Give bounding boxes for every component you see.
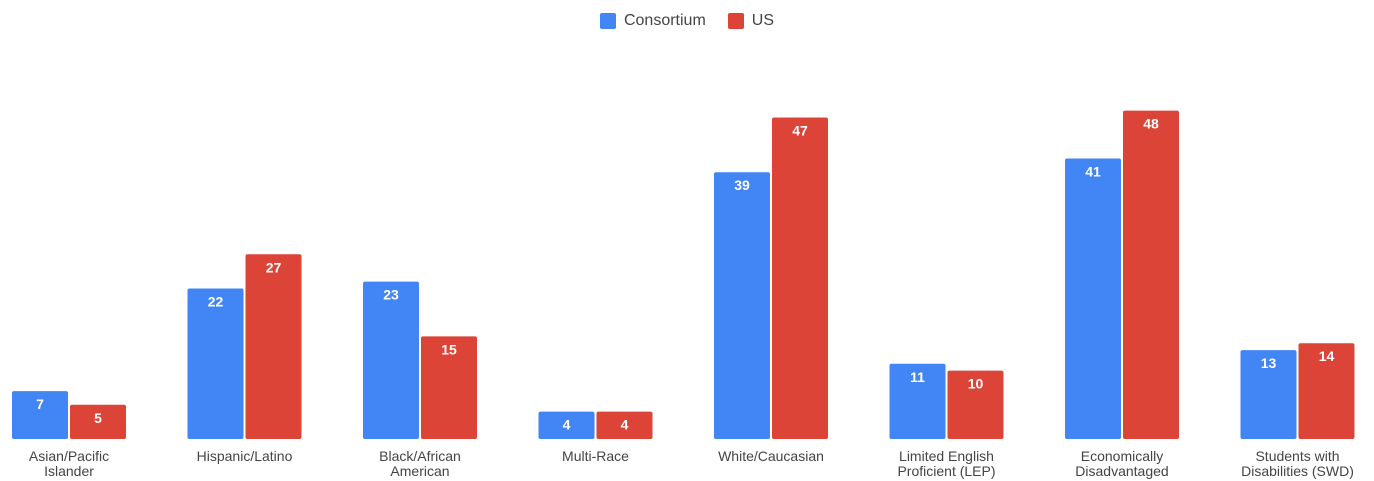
bar-us-students-with-disabilities-swd[interactable] [1298, 343, 1355, 439]
x-tick-label-white-caucasian: White/Caucasian [718, 448, 824, 464]
x-tick-label-multi-race: Multi-Race [562, 448, 629, 464]
bar-consortium-students-with-disabilities-swd[interactable] [1240, 350, 1297, 439]
data-label-us-asian-pacific-islander: 5 [94, 410, 102, 426]
bar-us-black-african-american[interactable] [421, 336, 477, 439]
x-tick-label-hispanic-latino: Hispanic/Latino [197, 448, 293, 464]
data-label-us-students-with-disabilities-swd: 14 [1319, 348, 1335, 364]
bar-consortium-limited-english-proficient-lep[interactable] [889, 363, 946, 439]
data-label-consortium-economically-disadvantaged: 41 [1085, 164, 1101, 180]
legend-swatch-us [727, 13, 744, 29]
bar-us-asian-pacific-islander[interactable] [70, 404, 126, 439]
data-label-consortium-students-with-disabilities-swd: 13 [1261, 355, 1277, 371]
x-tick-label-limited-english-proficient-lep: Limited English Proficient (LEP) [897, 448, 995, 479]
x-tick-label-black-african-american: Black/African American [379, 448, 461, 479]
data-label-us-limited-english-proficient-lep: 10 [968, 376, 984, 392]
bar-us-white-caucasian[interactable] [772, 117, 828, 440]
data-label-consortium-limited-english-proficient-lep: 11 [910, 369, 925, 385]
data-label-us-black-african-american: 15 [441, 341, 457, 357]
chart-legend: Consortium US [0, 12, 1374, 30]
data-label-consortium-black-african-american: 23 [383, 287, 399, 303]
bar-us-multi-race[interactable] [596, 411, 653, 439]
data-label-us-hispanic-latino: 27 [266, 259, 282, 275]
bar-us-hispanic-latino[interactable] [245, 254, 302, 439]
legend-label-consortium: Consortium [623, 12, 706, 29]
x-tick-label-asian-pacific-islander: Asian/Pacific Islander [29, 448, 109, 479]
x-tick-label-students-with-disabilities-swd: Students with Disabilities (SWD) [1241, 448, 1354, 479]
data-label-consortium-multi-race: 4 [563, 417, 571, 433]
data-label-us-multi-race: 4 [621, 417, 629, 433]
data-label-consortium-hispanic-latino: 22 [208, 294, 224, 310]
data-label-us-economically-disadvantaged: 48 [1143, 116, 1159, 132]
x-tick-label-economically-disadvantaged: Economically Disadvantaged [1075, 448, 1168, 479]
bar-consortium-asian-pacific-islander[interactable] [12, 391, 68, 439]
bar-consortium-white-caucasian[interactable] [714, 172, 770, 439]
legend-swatch-consortium [599, 13, 616, 29]
bar-us-economically-disadvantaged[interactable] [1123, 110, 1179, 439]
legend-label-us: US [751, 12, 775, 29]
bar-us-limited-english-proficient-lep[interactable] [947, 370, 1004, 439]
bar-consortium-economically-disadvantaged[interactable] [1065, 158, 1121, 440]
legend-item-us[interactable]: US [727, 12, 775, 30]
legend-item-consortium[interactable]: Consortium [599, 12, 706, 30]
data-label-consortium-asian-pacific-islander: 7 [36, 396, 44, 412]
data-label-consortium-white-caucasian: 39 [734, 177, 750, 193]
bar-consortium-black-african-american[interactable] [363, 281, 419, 439]
bar-consortium-hispanic-latino[interactable] [187, 288, 244, 439]
data-label-us-white-caucasian: 47 [792, 123, 808, 139]
bar-consortium-multi-race[interactable] [538, 411, 595, 439]
